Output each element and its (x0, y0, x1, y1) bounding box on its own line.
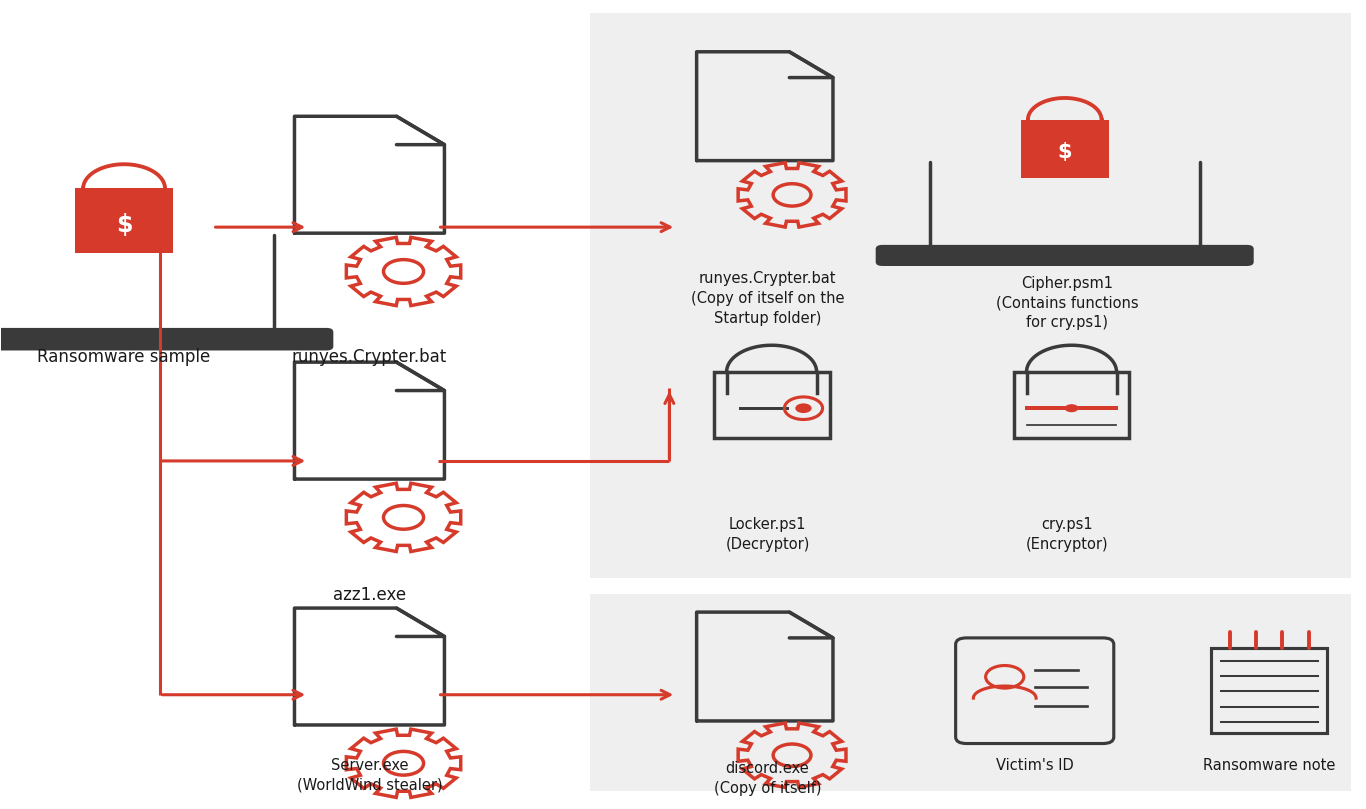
Text: runyes.Crypter.bat
(Copy of itself on the
Startup folder): runyes.Crypter.bat (Copy of itself on th… (691, 272, 844, 326)
Text: $: $ (116, 213, 133, 236)
Text: discord.exe
(Copy of itself): discord.exe (Copy of itself) (714, 760, 821, 795)
Circle shape (795, 404, 811, 413)
Bar (590, 14, 1351, 578)
Bar (590, 594, 1351, 791)
Text: Ransomware sample: Ransomware sample (37, 348, 210, 366)
Bar (1014, 372, 1130, 438)
Bar (1020, 120, 1109, 178)
Text: $: $ (1057, 142, 1072, 163)
Bar (75, 188, 173, 253)
Text: cry.ps1
(Encryptor): cry.ps1 (Encryptor) (1026, 518, 1109, 553)
Text: Server.exe
(WorldWind stealer): Server.exe (WorldWind stealer) (296, 757, 443, 793)
Bar (1212, 648, 1328, 733)
Text: Victim's ID: Victim's ID (996, 757, 1074, 773)
FancyBboxPatch shape (0, 328, 333, 350)
Text: Cipher.psm1
(Contains functions
for cry.ps1): Cipher.psm1 (Contains functions for cry.… (996, 276, 1139, 330)
FancyBboxPatch shape (876, 245, 1254, 266)
Text: azz1.exe: azz1.exe (333, 586, 406, 604)
Bar (713, 372, 829, 438)
Text: Locker.ps1
(Decryptor): Locker.ps1 (Decryptor) (725, 518, 810, 553)
Circle shape (1064, 404, 1078, 413)
Text: Ransomware note: Ransomware note (1203, 757, 1336, 773)
Text: runyes.Crypter.bat: runyes.Crypter.bat (292, 348, 447, 366)
